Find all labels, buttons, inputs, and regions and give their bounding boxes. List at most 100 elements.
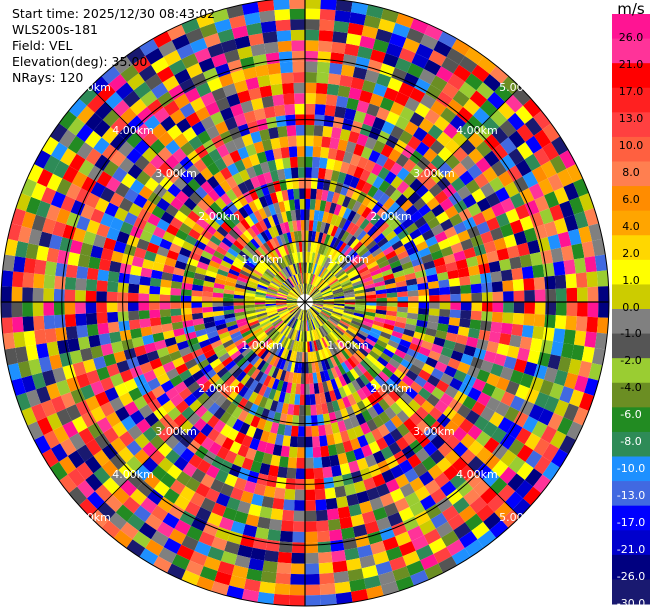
velocity-cell [254, 248, 265, 259]
velocity-cell [235, 370, 247, 383]
velocity-cell [100, 187, 115, 203]
velocity-cell [498, 258, 512, 271]
velocity-cell [283, 167, 293, 180]
velocity-cell [534, 392, 550, 409]
velocity-cell [311, 230, 317, 242]
velocity-cell [296, 285, 302, 295]
velocity-cell [203, 32, 221, 48]
velocity-cell [335, 270, 346, 279]
velocity-cell [362, 340, 374, 351]
velocity-cell [272, 444, 283, 457]
velocity-cell [287, 403, 295, 416]
velocity-cell [106, 291, 118, 302]
velocity-cell [50, 461, 68, 481]
velocity-cell [367, 406, 379, 419]
velocity-cell [164, 154, 180, 170]
velocity-cell [337, 171, 347, 184]
velocity-cell [381, 268, 394, 277]
velocity-cell [250, 224, 261, 236]
colorbar-swatch [612, 161, 650, 187]
velocity-cell [335, 442, 346, 455]
velocity-cell [323, 303, 334, 307]
velocity-cell [319, 8, 336, 21]
velocity-cell [467, 265, 480, 276]
velocity-cell [288, 446, 298, 458]
velocity-cell [523, 98, 542, 118]
velocity-cell [233, 305, 245, 310]
velocity-cell [308, 273, 313, 285]
velocity-cell [224, 316, 237, 324]
velocity-cell [407, 290, 419, 297]
velocity-cell [256, 440, 268, 453]
velocity-cell [266, 308, 277, 313]
ring-label: 4.00km [112, 124, 154, 137]
velocity-cell [151, 505, 169, 522]
velocity-cell [337, 420, 347, 433]
velocity-cell [286, 243, 292, 255]
velocity-cell [553, 328, 566, 343]
velocity-cell [364, 159, 376, 173]
velocity-cell [289, 317, 296, 328]
velocity-cell [221, 205, 234, 218]
velocity-cell [288, 199, 296, 211]
velocity-cell [291, 542, 305, 554]
velocity-cell [375, 153, 389, 167]
velocity-cell [204, 368, 217, 381]
velocity-cell [299, 405, 305, 416]
velocity-cell [516, 462, 534, 481]
velocity-cell [38, 231, 53, 248]
velocity-cell [472, 211, 487, 226]
velocity-cell [452, 497, 470, 514]
velocity-cell [374, 284, 386, 291]
velocity-cell [324, 168, 334, 181]
velocity-cell [319, 572, 335, 585]
velocity-cell [261, 95, 274, 109]
velocity-cell [472, 378, 487, 393]
velocity-cell [363, 113, 377, 127]
velocity-cell [506, 422, 523, 439]
velocity-cell [534, 195, 550, 212]
velocity-cell [213, 314, 225, 322]
velocity-cell [228, 378, 241, 391]
velocity-cell [238, 422, 251, 435]
ring-label: 3.00km [155, 167, 197, 180]
velocity-cell [286, 467, 297, 479]
velocity-cell [490, 270, 503, 283]
velocity-cell [337, 363, 346, 376]
velocity-cell [372, 450, 386, 464]
velocity-cell [483, 350, 497, 364]
velocity-cell [301, 272, 305, 284]
velocity-cell [374, 374, 386, 387]
velocity-cell [415, 141, 430, 157]
velocity-cell [317, 382, 325, 394]
velocity-cell [287, 371, 294, 383]
velocity-cell [309, 330, 314, 342]
velocity-cell [287, 221, 294, 233]
velocity-cell [306, 330, 310, 342]
velocity-cell [80, 347, 94, 362]
velocity-cell [271, 249, 280, 260]
velocity-cell [254, 185, 265, 199]
velocity-cell [433, 336, 446, 347]
velocity-cell [342, 314, 353, 321]
velocity-cell [238, 385, 249, 398]
velocity-cell [1, 317, 14, 334]
velocity-cell [333, 432, 343, 445]
velocity-cell [557, 356, 572, 373]
velocity-cell [248, 503, 262, 517]
velocity-cell [113, 350, 127, 364]
velocity-cell [11, 302, 23, 318]
velocity-cell [195, 217, 209, 229]
velocity-cell [499, 466, 517, 485]
velocity-cell [412, 462, 428, 478]
velocity-cell [525, 450, 543, 469]
velocity-cell [131, 336, 145, 348]
velocity-cell [328, 278, 339, 287]
velocity-cell [220, 107, 234, 121]
velocity-cell [264, 149, 275, 162]
velocity-cell [503, 234, 517, 248]
velocity-cell [356, 400, 368, 413]
velocity-cell [350, 1, 369, 15]
velocity-cell [445, 261, 458, 272]
velocity-cell [230, 331, 242, 340]
